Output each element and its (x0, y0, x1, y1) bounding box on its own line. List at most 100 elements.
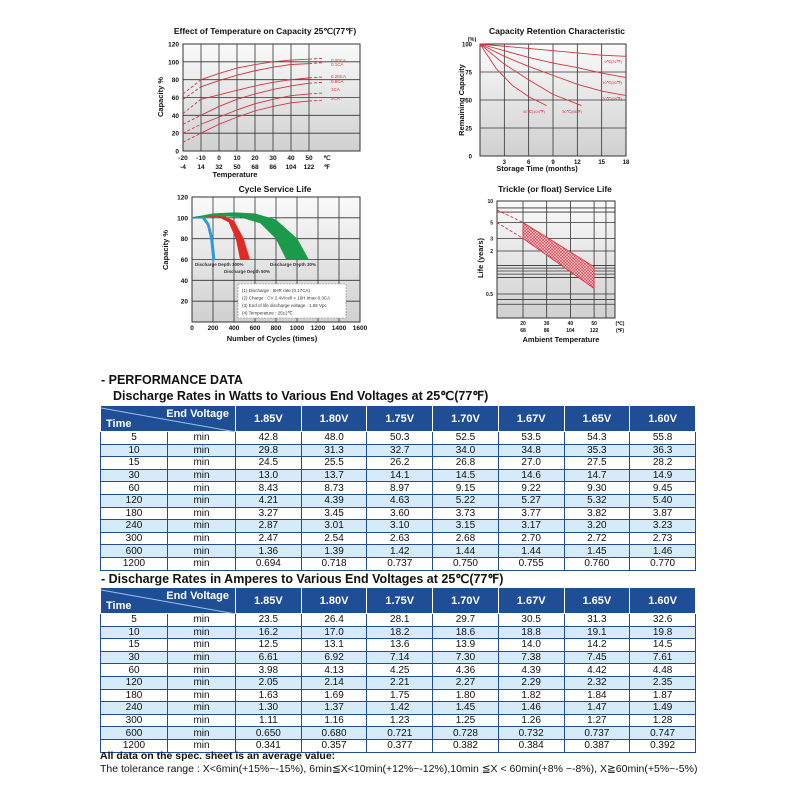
value-cell: 4.42 (563, 663, 631, 677)
table-row: 300 min 2.47 2.54 2.63 2.68 2.70 2.72 2.73 (100, 531, 696, 546)
value-cell: 29.7 (432, 613, 499, 627)
time-cell: 10 (100, 443, 168, 458)
voltage-header: 1.67V (497, 405, 565, 432)
unit-cell: min (167, 519, 236, 533)
series-line-dashed (308, 81, 325, 84)
voltage-header: 1.67V (497, 587, 565, 614)
value-cell: 14.9 (629, 468, 696, 483)
x-tick-label: 6 (527, 160, 531, 166)
series-label: Discharge Depth 100% (195, 262, 244, 267)
voltage-header: 1.80V (300, 405, 368, 432)
value-cell: 1.44 (432, 544, 499, 558)
value-cell: 5.27 (497, 493, 565, 508)
table-row: 240 min 1.30 1.37 1.42 1.45 1.46 1.47 1.49 (100, 701, 696, 715)
x-tick-label: 800 (271, 325, 282, 332)
table-row: 60 min 8.43 8.73 8.97 9.15 9.22 9.30 9.45 (100, 481, 696, 495)
value-cell: 13.6 (366, 638, 434, 652)
x-tick-label-c: 20 (520, 321, 526, 327)
value-cell: 13.1 (300, 638, 368, 652)
series-label: 0.1CA (331, 62, 344, 67)
value-cell: 14.0 (497, 638, 565, 652)
x-tick-label: 12 (574, 160, 581, 166)
voltage-header: 1.75V (366, 405, 434, 432)
x-tick-label: 1000 (290, 325, 305, 332)
series-label: 0.05CA (331, 58, 346, 63)
x-tick-label-c: 30 (269, 155, 277, 162)
value-cell: 3.77 (497, 506, 565, 521)
x-tick-label: 0 (190, 325, 194, 332)
value-cell: 0.387 (563, 738, 631, 753)
value-cell: 3.82 (563, 506, 631, 521)
annotation-text: (1) Discharge : 5HR rate (0.17CA) (242, 288, 311, 293)
corner-header: End Voltage Time (100, 405, 236, 432)
float-life-band (522, 221, 595, 290)
value-cell: 1.46 (629, 544, 696, 558)
value-cell: 2.47 (235, 531, 302, 546)
value-cell: 53.5 (497, 431, 565, 445)
x-tick-label-c: 40 (568, 321, 574, 327)
y-tick-label: 100 (462, 43, 473, 49)
voltage-header: 1.65V (563, 587, 631, 614)
y-tick-label: 0.5 (486, 292, 493, 298)
y-tick-label: 60 (181, 257, 189, 264)
value-cell: 50.3 (366, 431, 434, 445)
unit-cell: min (167, 531, 236, 546)
value-cell: 1.36 (235, 544, 302, 558)
x-tick-label: 200 (208, 325, 219, 332)
unit-cell: min (167, 650, 236, 665)
table-row: 600 min 1.36 1.39 1.42 1.44 1.44 1.45 1.46 (100, 544, 696, 558)
time-cell: 5 (100, 431, 168, 445)
x-tick-label: 3 (503, 160, 507, 166)
value-cell: 9.30 (563, 481, 631, 495)
end-voltage-label: End Voltage (166, 408, 229, 420)
unit-cell: min (167, 675, 236, 690)
value-cell: 14.2 (563, 638, 631, 652)
unit-cell: min (167, 506, 236, 521)
value-cell: 4.63 (366, 493, 434, 508)
table-row: 10 min 29.8 31.3 32.7 34.0 34.8 35.3 36.3 (100, 443, 696, 458)
cycle-life-band (191, 212, 309, 260)
value-cell: 1.84 (563, 688, 631, 703)
value-cell: 3.73 (432, 506, 499, 521)
table-row: 10 min 16.2 17.0 18.2 18.6 18.8 19.1 19.8 (100, 625, 696, 640)
time-cell: 300 (100, 531, 168, 546)
x-tick-label-f: 122 (590, 328, 599, 334)
time-cell: 300 (100, 713, 168, 728)
value-cell: 5.32 (563, 493, 631, 508)
value-cell: 7.30 (432, 650, 499, 665)
value-cell: 17.0 (300, 625, 368, 640)
value-cell: 1.11 (235, 713, 302, 728)
x-tick-label-f: 50 (233, 164, 241, 171)
series-label: Discharge Depth 50% (224, 269, 270, 274)
x-tick-label-c: -10 (196, 155, 206, 162)
end-voltage-label: End Voltage (166, 590, 229, 602)
value-cell: 36.3 (629, 443, 696, 458)
value-cell: 1.44 (497, 544, 565, 558)
unit-cell: min (167, 613, 236, 627)
value-cell: 26.2 (366, 456, 434, 470)
series-line (200, 82, 310, 116)
value-cell: 0.718 (300, 556, 368, 571)
chart-title: Trickle (or float) Service Life (498, 184, 612, 194)
series-label: 2CA (331, 96, 340, 101)
value-cell: 12.5 (235, 638, 302, 652)
table-row: 60 min 3.98 4.13 4.25 4.36 4.39 4.42 4.48 (100, 663, 696, 677)
value-cell: 1.49 (629, 701, 696, 715)
y-tick-label: 80 (172, 77, 180, 84)
x-tick-label: 15 (598, 160, 605, 166)
voltage-header: 1.65V (563, 405, 631, 432)
chart-title: Effect of Temperature on Capacity 25℃(77… (174, 26, 356, 36)
voltage-header: 1.85V (235, 587, 302, 614)
value-cell: 0.680 (300, 726, 368, 740)
unit-cell: min (167, 481, 236, 495)
value-cell: 18.6 (432, 625, 499, 640)
value-cell: 9.15 (432, 481, 499, 495)
time-cell: 15 (100, 638, 168, 652)
y-tick-label: 10 (487, 199, 493, 205)
value-cell: 4.21 (235, 493, 302, 508)
y-tick-label: 40 (181, 278, 189, 285)
value-cell: 9.45 (629, 481, 696, 495)
chart-title: Capacity Retention Characteristic (489, 26, 625, 36)
value-cell: 35.3 (563, 443, 631, 458)
value-cell: 4.25 (366, 663, 434, 677)
